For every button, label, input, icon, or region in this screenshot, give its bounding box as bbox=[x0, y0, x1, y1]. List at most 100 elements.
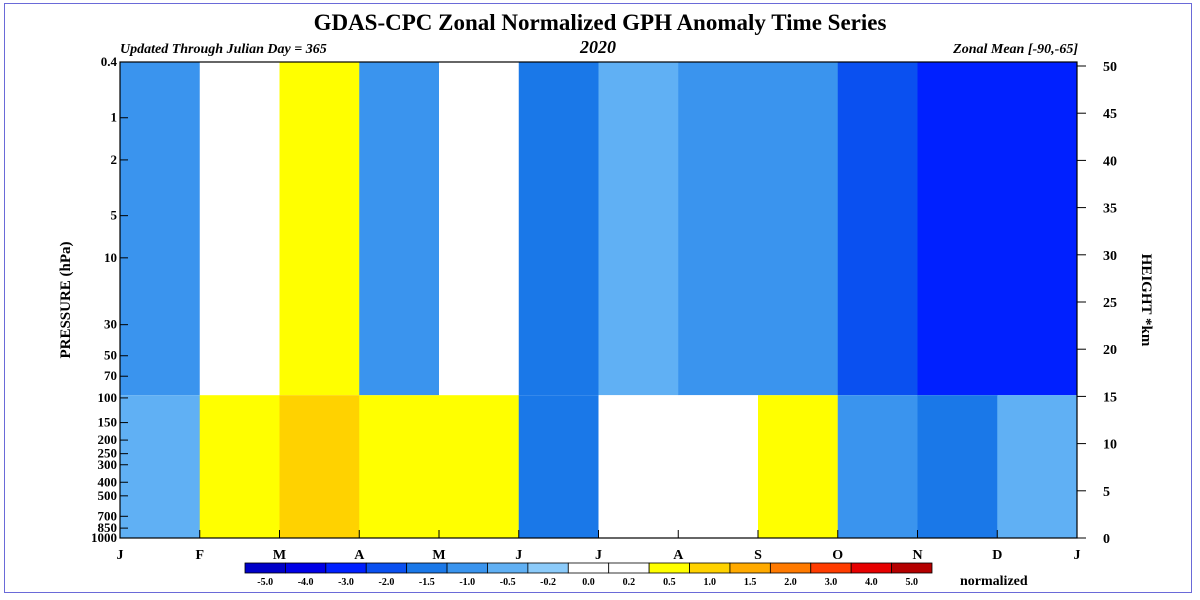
colorbar-swatch bbox=[689, 562, 731, 574]
height-tick-label: 25 bbox=[1103, 296, 1117, 311]
colorbar-swatch bbox=[850, 562, 892, 574]
colorbar-level-label: -0.2 bbox=[540, 577, 556, 588]
heatmap-cell-upper bbox=[279, 62, 360, 396]
colorbar-swatch bbox=[285, 562, 327, 574]
month-tick-label: A bbox=[673, 548, 684, 563]
pressure-tick-label: 70 bbox=[104, 368, 117, 383]
pressure-tick-label: 5 bbox=[111, 208, 118, 223]
month-tick-label: M bbox=[432, 548, 445, 563]
heatmap-cell-lower bbox=[359, 395, 440, 538]
colorbar-level-label: -1.0 bbox=[459, 577, 475, 588]
heatmap-cell-upper bbox=[439, 62, 520, 396]
pressure-tick-label: 150 bbox=[98, 415, 118, 430]
pressure-tick-label: 700 bbox=[98, 508, 118, 523]
colorbar-level-label: -5.0 bbox=[257, 577, 273, 588]
colorbar-swatch bbox=[810, 562, 852, 574]
heatmap-cell-upper bbox=[359, 62, 440, 396]
heatmap-cell-upper bbox=[518, 62, 599, 396]
colorbar-swatch bbox=[608, 562, 650, 574]
pressure-tick-label: 1 bbox=[111, 110, 118, 125]
colorbar-level-label: 1.0 bbox=[703, 577, 716, 588]
month-tick-label: J bbox=[117, 548, 124, 563]
heatmap-cell-upper bbox=[997, 62, 1078, 396]
height-tick-label: 10 bbox=[1103, 438, 1117, 453]
chart-subtitle-center: 2020 bbox=[579, 37, 616, 57]
pressure-tick-label: 500 bbox=[98, 488, 118, 503]
colorbar-level-label: -2.0 bbox=[379, 577, 395, 588]
colorbar-swatch bbox=[325, 562, 367, 574]
pressure-tick-label: 0.4 bbox=[101, 54, 118, 69]
pressure-tick-label: 300 bbox=[98, 457, 118, 472]
heatmap-cell-lower bbox=[120, 395, 201, 538]
heatmap-cell-upper bbox=[120, 62, 201, 396]
heatmap-cell-upper bbox=[678, 62, 759, 396]
heatmap-cell-lower bbox=[518, 395, 599, 538]
month-tick-label: N bbox=[912, 548, 922, 563]
height-tick-label: 50 bbox=[1103, 60, 1117, 75]
heatmap-cell-lower bbox=[917, 395, 998, 538]
heatmap-cell-upper bbox=[758, 62, 839, 396]
colorbar-swatch bbox=[244, 562, 286, 574]
chart-title: GDAS-CPC Zonal Normalized GPH Anomaly Ti… bbox=[314, 10, 887, 35]
chart-subtitle-left: Updated Through Julian Day = 365 bbox=[120, 42, 327, 57]
pressure-tick-label: 850 bbox=[98, 520, 118, 535]
height-tick-label: 5 bbox=[1103, 485, 1110, 500]
pressure-tick-label: 10 bbox=[104, 250, 117, 265]
colorbar-swatch bbox=[446, 562, 488, 574]
colorbar-swatch bbox=[648, 562, 690, 574]
month-tick-label: S bbox=[754, 548, 762, 563]
heatmap-cell-lower bbox=[837, 395, 918, 538]
pressure-tick-label: 100 bbox=[98, 390, 118, 405]
heatmap-cell-upper bbox=[199, 62, 280, 396]
chart-subtitle-right: Zonal Mean [-90,-65] bbox=[952, 42, 1078, 57]
heatmap-cell-lower bbox=[758, 395, 839, 538]
colorbar-level-label: -3.0 bbox=[338, 577, 354, 588]
colorbar-swatch bbox=[527, 562, 569, 574]
month-tick-label: M bbox=[273, 548, 286, 563]
pressure-tick-label: 50 bbox=[104, 348, 117, 363]
colorbar-level-label: 5.0 bbox=[906, 577, 919, 588]
month-tick-label: A bbox=[354, 548, 365, 563]
colorbar-level-label: -0.5 bbox=[500, 577, 516, 588]
month-tick-label: O bbox=[832, 548, 843, 563]
heatmap-cell-lower bbox=[598, 395, 679, 538]
heatmap-cell-lower bbox=[678, 395, 759, 538]
month-tick-label: J bbox=[595, 548, 602, 563]
colorbar-swatch bbox=[406, 562, 448, 574]
pressure-tick-label: 400 bbox=[98, 474, 118, 489]
figure-frame bbox=[4, 3, 1192, 593]
pressure-tick-label: 200 bbox=[98, 432, 118, 447]
pressure-tick-label: 250 bbox=[98, 446, 118, 461]
month-tick-label: F bbox=[195, 548, 204, 563]
pressure-tick-label: 2 bbox=[111, 152, 118, 167]
colorbar-swatch bbox=[729, 562, 771, 574]
heatmap-cell-upper bbox=[917, 62, 998, 396]
height-tick-label: 15 bbox=[1103, 390, 1117, 405]
heatmap-cell-lower bbox=[279, 395, 360, 538]
height-tick-label: 40 bbox=[1103, 154, 1117, 169]
heatmap-cell-upper bbox=[837, 62, 918, 396]
month-tick-label: D bbox=[992, 548, 1002, 563]
month-tick-label: J bbox=[515, 548, 522, 563]
colorbar-level-label: 4.0 bbox=[865, 577, 878, 588]
colorbar-level-label: 3.0 bbox=[825, 577, 838, 588]
colorbar-label: normalized bbox=[960, 574, 1028, 589]
colorbar-swatch bbox=[365, 562, 408, 574]
colorbar-swatch bbox=[487, 562, 529, 574]
colorbar-level-label: -4.0 bbox=[298, 577, 314, 588]
month-tick-label: J bbox=[1074, 548, 1081, 563]
height-tick-label: 0 bbox=[1103, 532, 1110, 547]
heatmap-cell-upper bbox=[598, 62, 679, 396]
heatmap-cell-lower bbox=[199, 395, 280, 538]
colorbar-level-label: 0.2 bbox=[623, 577, 636, 588]
colorbar-level-label: -1.5 bbox=[419, 577, 435, 588]
colorbar-swatch bbox=[769, 562, 812, 574]
colorbar-swatch bbox=[567, 562, 610, 574]
pressure-tick-label: 30 bbox=[104, 317, 117, 332]
colorbar-level-label: 2.0 bbox=[784, 577, 797, 588]
colorbar-level-label: 0.0 bbox=[582, 577, 595, 588]
y-axis-right-label: HEIGHT *km bbox=[1138, 254, 1154, 347]
colorbar-level-label: 1.5 bbox=[744, 577, 757, 588]
heatmap-cell-lower bbox=[439, 395, 520, 538]
height-tick-label: 35 bbox=[1103, 202, 1117, 217]
